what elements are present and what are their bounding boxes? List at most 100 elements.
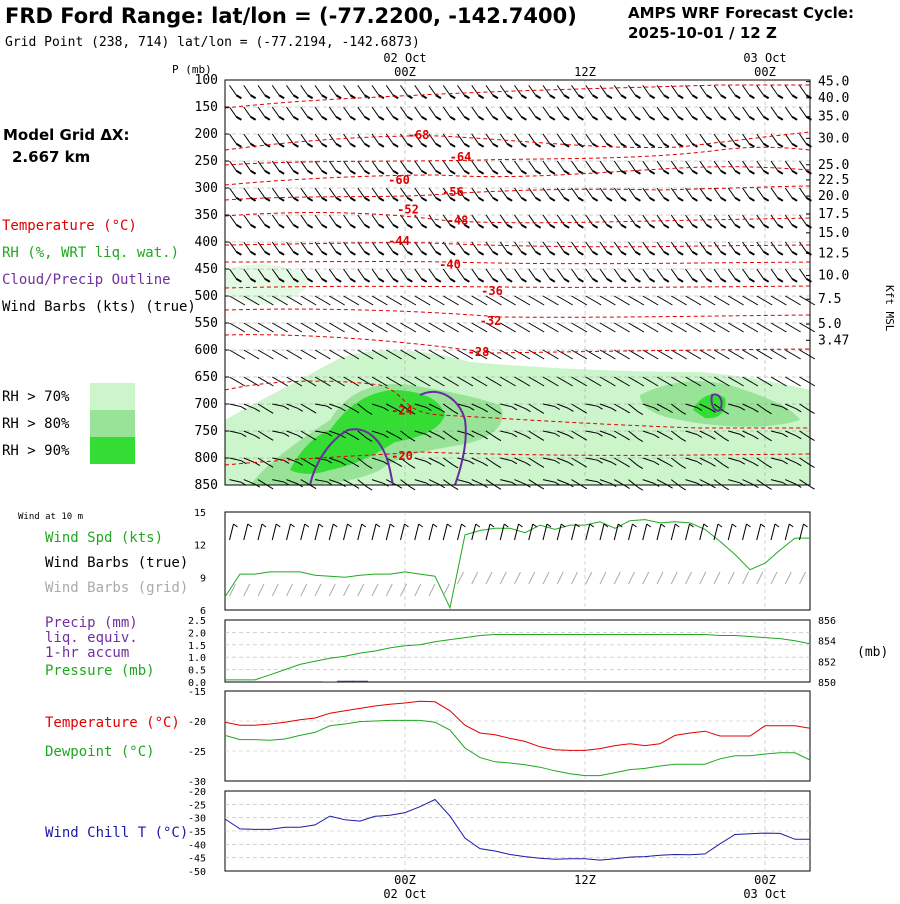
wind-barb-flag [464,117,469,120]
wind-barb [728,161,740,174]
wind-barb-grid [458,572,464,584]
wind-barb-grid [557,572,563,584]
wind-barb [671,134,683,147]
wind-barb [700,188,712,201]
wind-barb-flag [621,95,626,98]
wind-barb-shaft [486,161,493,171]
pressure-tick-label: 300 [195,181,218,196]
wind-barb-grid [372,584,378,596]
wind-barb-flag [792,95,797,98]
wind-barb-true-flag [647,524,651,527]
wind-barb [700,296,715,305]
wind-barb-shaft [515,107,522,117]
wind-barb-shaft [329,269,336,279]
wind-barb-shaft [572,323,582,329]
wind-barb-true [315,524,319,540]
wind-barb [515,107,527,120]
wind-barb-shaft [800,242,807,252]
wind-barb [785,107,797,120]
kft-tick-label: 3.47 [818,333,849,348]
isotherm [225,167,810,185]
wind-barb-shaft [372,215,379,225]
wind-barb [386,188,398,201]
wind-barb-flag [479,171,484,174]
wind-barb [415,296,430,305]
wind-barb-shaft [743,215,750,225]
wind-barb-shaft [244,107,251,117]
wind-barb [244,215,256,228]
y-tick-label: -45 [188,854,206,865]
wind-barb-flag [564,198,569,201]
wind-barb [728,107,740,120]
wind-barb [458,296,473,305]
wind-barb-flag [367,487,372,490]
wind-barb-flag [650,279,655,282]
wind-barb-flag [240,302,245,305]
wind-barb [686,350,701,359]
wind-barb [472,242,484,255]
wind-barb-flag [240,356,245,359]
main-title: FRD Ford Range: lat/lon = (-77.2200, -14… [5,4,577,28]
wind-barb-shaft [372,85,379,95]
wind-barb [714,269,726,282]
kft-tick-label: 17.5 [818,207,849,222]
wind-barb-shaft [272,323,282,329]
wind-barb [728,188,740,201]
wind-barb [358,296,373,305]
wind-barb [728,85,740,98]
wind-barb [429,323,444,332]
wind-barb [486,269,498,282]
wind-barb-true-flag [661,524,665,527]
wind-barb-true-flag [704,524,708,527]
wind-barb-shaft [529,269,536,279]
temperature-label: Temperature (°C) [45,715,180,731]
pressure-tick-label: 350 [195,208,218,223]
wind-barb-shaft [258,107,265,117]
wind-barb-shaft [486,242,493,252]
wind-barb [287,350,302,359]
wind-barb-shaft [785,161,792,171]
wind-barb-shaft [458,323,468,329]
wind-barb-shaft [458,85,465,95]
wind-10m-title: Wind at 10 m [18,512,83,522]
wind-barb-shaft [743,296,753,302]
wind-barb-shaft [757,107,764,117]
wind-barb-flag [368,302,373,305]
wind-barb [515,85,527,98]
wind-barb-shaft [785,85,792,95]
wind-barb-true [785,524,789,540]
wind-barb-true [728,524,732,540]
wind-barb [586,296,601,305]
wind-barb [743,215,755,228]
wind-barb [671,323,686,332]
wind-barb-true-flag [248,524,252,527]
wind-barb-shaft [301,323,311,329]
wind-barb-shaft [586,161,593,171]
wind-barb [329,85,341,98]
wind-barb-grid [443,584,449,596]
wind-barb-true-flag [433,524,437,527]
wind-barb-shaft [287,215,294,225]
wind-barb-shaft [728,85,735,95]
wind-barb-flag [692,279,697,282]
wind-barb-grid [486,572,492,584]
pressure-tick-label: 450 [195,262,218,277]
wind-barb-shaft [743,188,750,198]
wind-barb-true-flag [419,524,423,527]
wind-barb-grid [657,572,663,584]
wind-barb-shaft [329,107,336,117]
wind-barb-shaft [671,323,681,329]
wind-barb-shaft [700,85,707,95]
wind-barb [415,188,427,201]
wind-barb [429,161,441,174]
wind-barb-flag [778,95,783,98]
wind-barb-flag [521,225,526,228]
precip-label: Precip (mm) [45,615,138,631]
wind-barb [272,215,284,228]
legend-rh70-label: RH > 70% [2,389,70,405]
wind-barb [244,350,259,359]
wind-barb-shaft [258,161,265,171]
wind-barb-flag [350,252,355,255]
wind-barb-shaft [372,107,379,117]
wind-barb-true-flag [747,524,751,527]
